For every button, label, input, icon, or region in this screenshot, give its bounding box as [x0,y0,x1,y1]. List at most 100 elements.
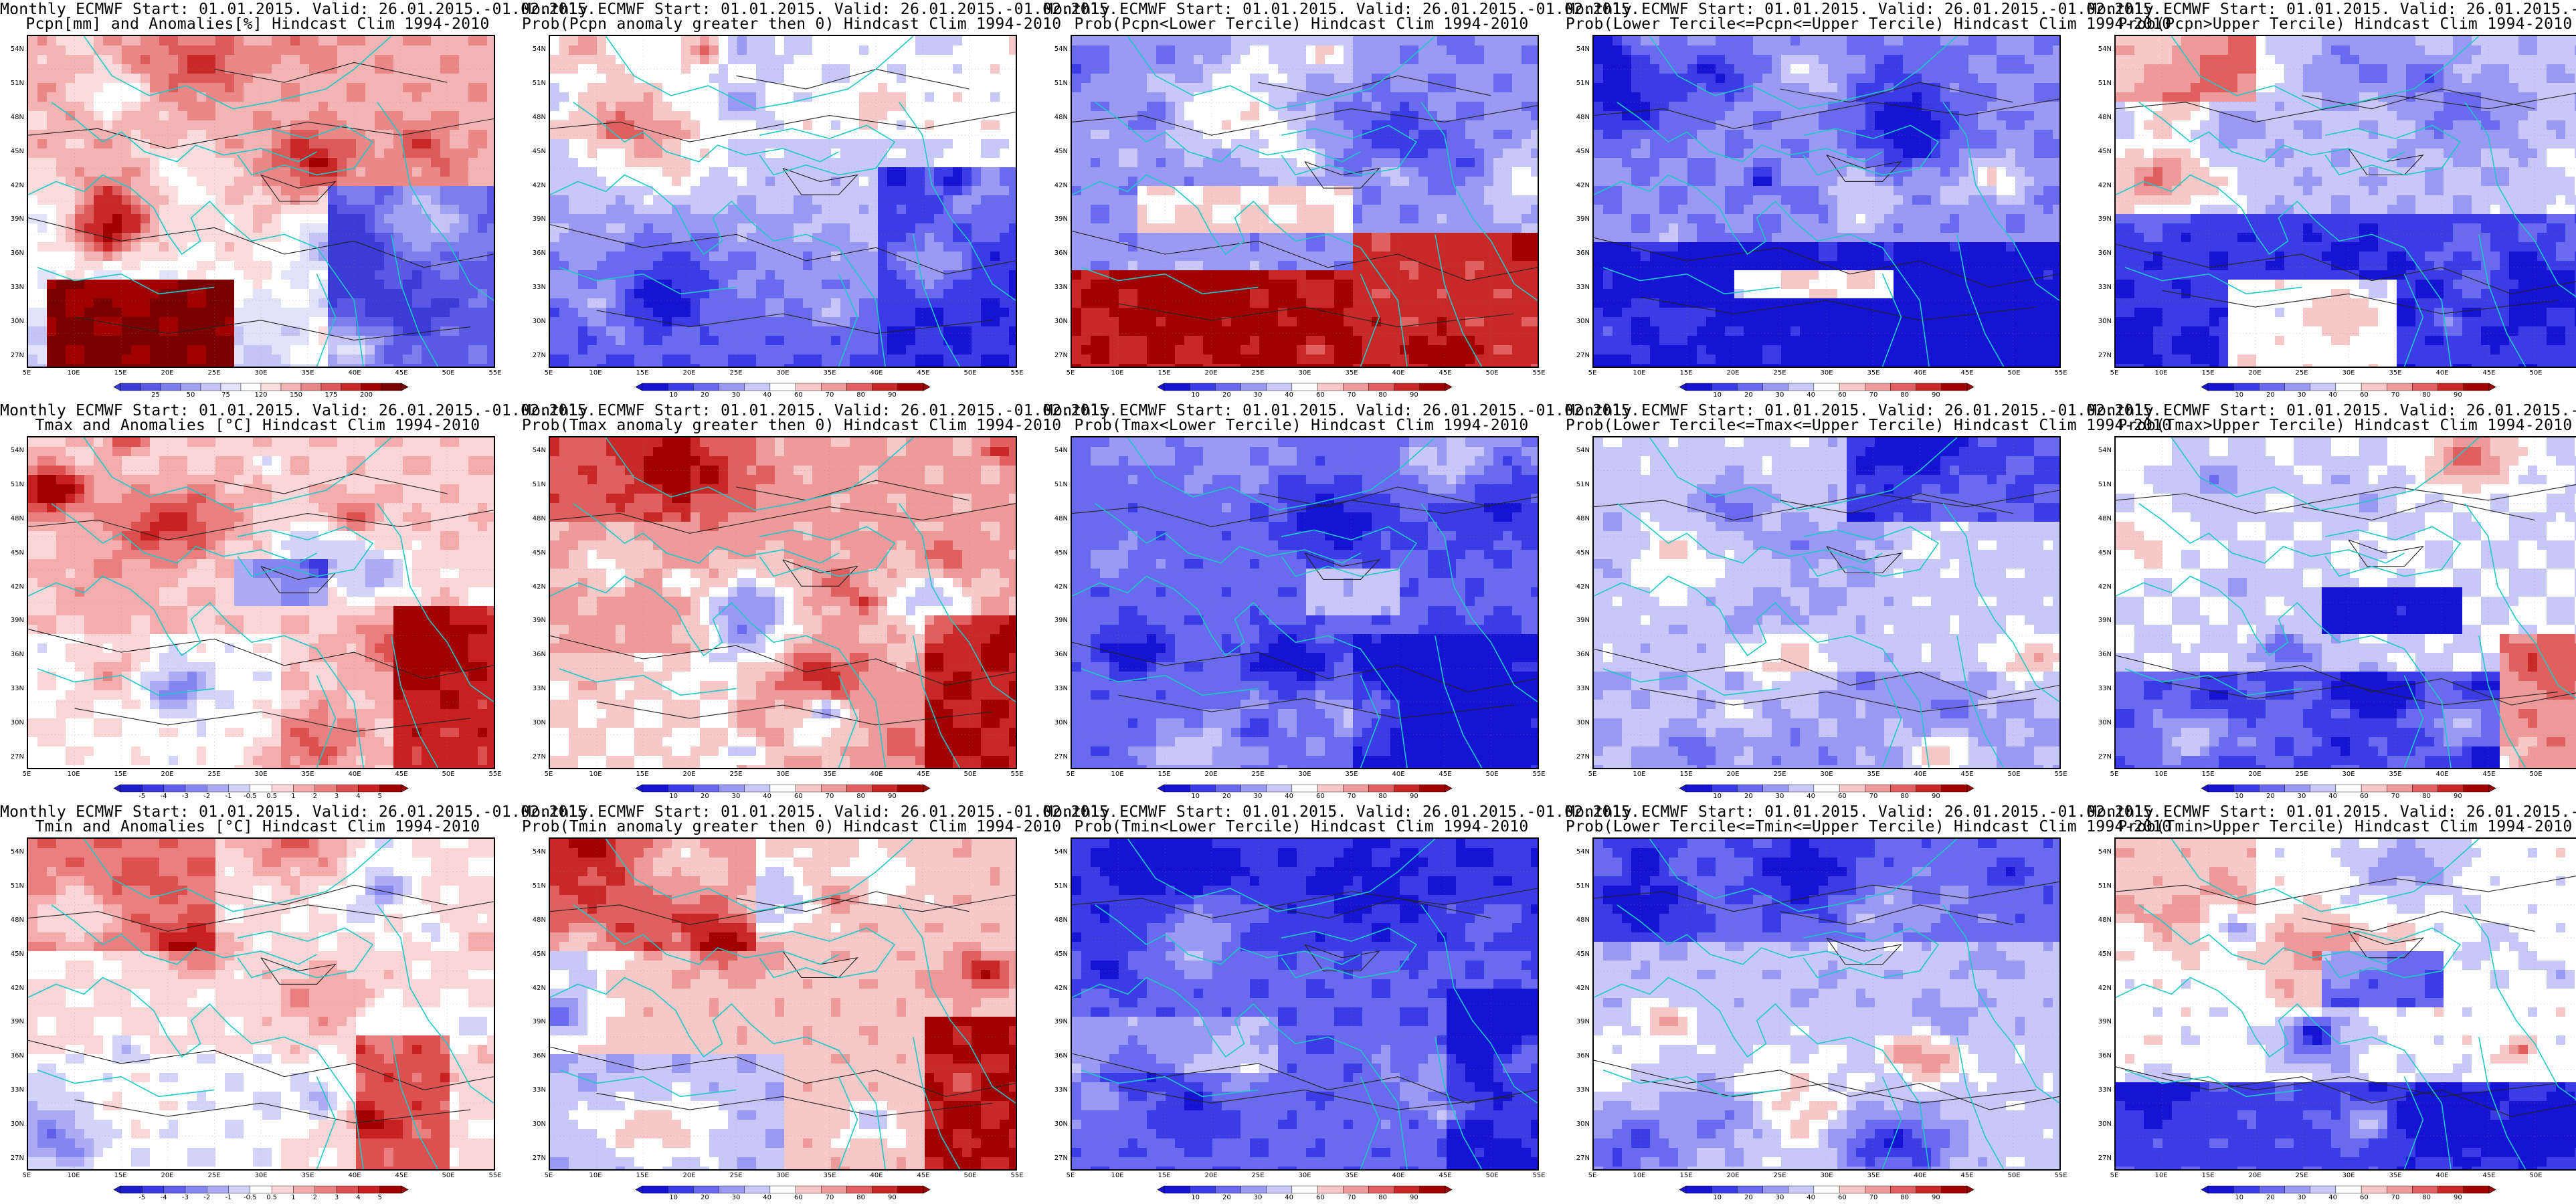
latitude-label: 39N [523,617,546,624]
colorbar-tick-label: 30 [1766,391,1793,399]
latitude-label: 42N [523,985,546,992]
colorbar-tick-label: 4 [345,1194,371,1201]
colorbar-tick-label: 20 [691,391,718,399]
latitude-label: 54N [523,848,546,856]
colorbar [113,383,409,391]
latitude-label: 42N [1,583,24,591]
map-panel: Monthly ECMWF Start: 01.01.2015. Valid: … [0,803,596,1204]
coastline [2324,927,2462,979]
forecast-map [549,35,1017,368]
longitude-label: 50E [2522,771,2549,778]
map-panel: Monthly ECMWF Start: 01.01.2015. Valid: … [1044,401,1640,803]
longitude-label: 25E [201,771,227,778]
colorbar-tick-label: 10 [2226,793,2253,800]
colorbar-tick-label: 90 [879,793,905,800]
longitude-label: 50E [435,771,462,778]
longitude-label: 40E [1907,369,1934,377]
colorbar-tick-label: -4 [151,1194,177,1201]
colorbar [113,784,409,793]
map-field [1594,437,2059,768]
longitude-label: 45E [2476,771,2502,778]
colorbar [2201,1185,2496,1194]
longitude-label: 55E [2047,771,2074,778]
latitude-label: 48N [1567,114,1590,121]
colorbar-tick-label: 5 [367,793,393,800]
forecast-map [1071,436,1539,769]
longitude-label: 40E [2429,1172,2456,1179]
coastline [1803,927,1940,979]
longitude-label: 5E [2101,369,2128,377]
latitude-label: 51N [2089,80,2112,87]
colorbar-tick-label: 60 [1307,1194,1333,1201]
panel-subtitle: Prob(Pcpn<Lower Tercile) Hindcast Clim 1… [1044,16,1559,32]
latitude-label: 39N [1,1018,24,1025]
coastline [2403,675,2424,768]
latitude-label: 51N [1045,80,1068,87]
map-panel: Monthly ECMWF Start: 01.01.2015. Valid: … [522,803,1118,1204]
longitude-label: 5E [2101,1172,2128,1179]
panel-subtitle: Prob(Tmin anomaly greater then 0) Hindca… [522,819,1061,835]
colorbar-tick-label: 80 [848,793,875,800]
latitude-label: 36N [2089,651,2112,658]
panel-title: Monthly ECMWF Start: 01.01.2015. Valid: … [522,1,1118,17]
coastline [1081,1070,1259,1098]
panel-subtitle: Prob(Lower Tercile<=Tmax<=Upper Tercile)… [1566,417,2171,433]
latitude-label: 42N [523,182,546,189]
longitude-label: 45E [2476,1172,2502,1179]
coastline [838,274,858,367]
contour-line [2116,655,2576,706]
latitude-label: 39N [1567,215,1590,223]
contour-line [550,112,1016,142]
latitude-label: 27N [1,1155,24,1162]
longitude-label: 40E [1385,369,1412,377]
coastline [550,575,886,768]
colorbar-tick-label: 80 [1892,391,1918,399]
longitude-label: 15E [107,369,134,377]
longitude-label: 30E [1291,1172,1318,1179]
latitude-label: 54N [1567,447,1590,454]
contour-line [2302,500,2535,521]
contour-line [1072,230,1538,282]
coastline [899,503,1016,702]
latitude-label: 48N [523,114,546,121]
longitude-label: 35E [1338,771,1365,778]
latitude-label: 42N [2089,985,2112,992]
contour-line [214,884,448,906]
contour-line [2348,930,2424,959]
latitude-label: 36N [1045,249,1068,257]
contour-line [596,310,993,334]
coastline [1649,437,1958,511]
latitude-label: 30N [1567,719,1590,726]
longitude-label: 45E [1954,369,1981,377]
latitude-label: 39N [1,617,24,624]
longitude-label: 35E [2382,369,2409,377]
longitude-label: 55E [2047,1172,2074,1179]
colorbar-tick-label: 10 [1182,391,1209,399]
colorbar-tick-label: 90 [2444,793,2471,800]
colorbar-tick-label: 90 [879,1194,905,1201]
longitude-label: 30E [769,369,796,377]
latitude-label: 27N [1045,1155,1068,1162]
latitude-label: 48N [523,515,546,522]
colorbar-tick-label: 2 [302,1194,329,1201]
coastline [559,1070,737,1098]
colorbar-tick-label: 80 [1370,391,1396,399]
latitude-label: 54N [1567,848,1590,856]
longitude-label: 20E [676,369,703,377]
coastline [377,503,494,702]
latitude-label: 45N [1567,950,1590,958]
coastline [605,437,914,511]
contour-line [214,473,448,494]
panel-subtitle: Prob(Tmin>Upper Tercile) Hindcast Clim 1… [2088,819,2576,835]
colorbar-tick-label: 70 [816,391,843,399]
colorbar-tick-label: 80 [2413,1194,2440,1201]
coastline [2116,977,2452,1169]
longitude-label: 25E [1766,771,1793,778]
coastline [316,675,337,768]
latitude-label: 42N [1045,182,1068,189]
longitude-label: 30E [1291,369,1318,377]
colorbar-tick-label: 90 [1400,391,1427,399]
longitude-label: 30E [2335,1172,2362,1179]
colorbar-tick-label: 40 [754,391,781,399]
colorbar-tick-label: 20 [1735,391,1762,399]
